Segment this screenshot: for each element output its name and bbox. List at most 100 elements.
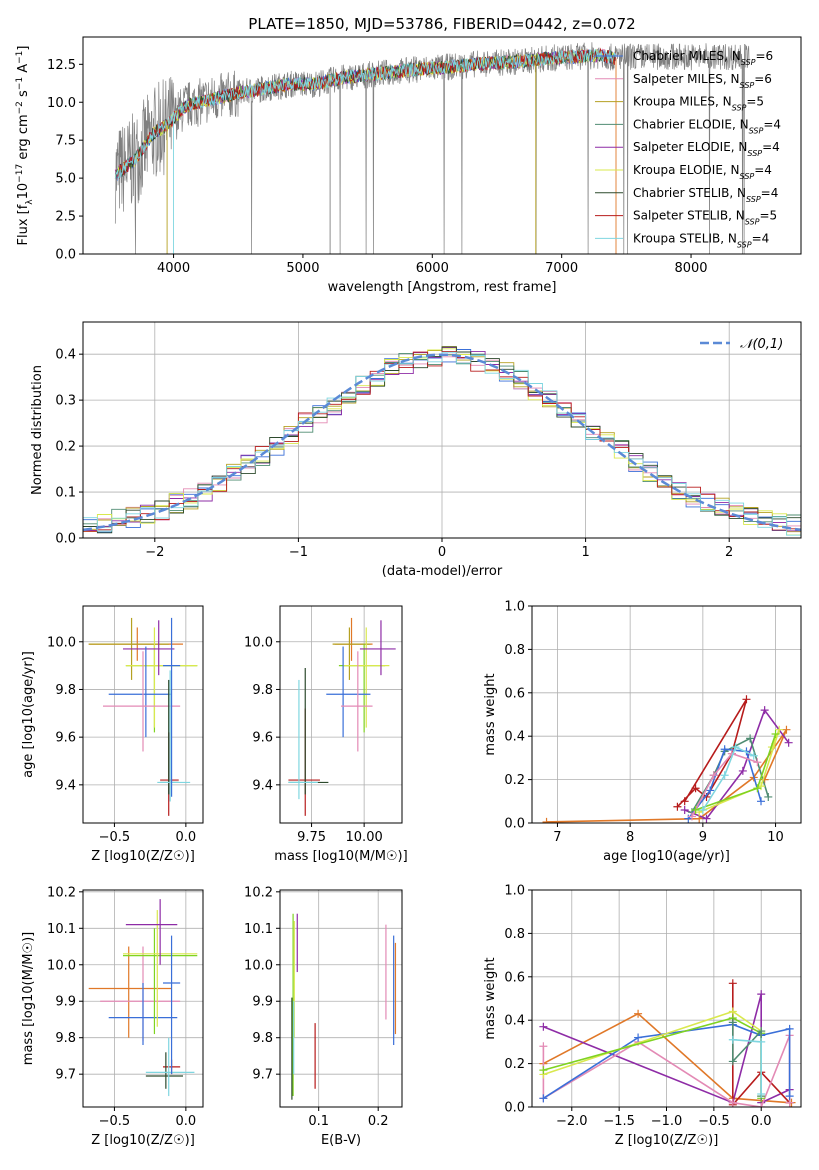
legend-label-part: =5	[759, 209, 777, 223]
y-tick-label: 12.5	[47, 58, 76, 73]
mass-weight-marker	[728, 979, 737, 988]
y-tick-label: 7.5	[55, 134, 76, 149]
x-tick-label: 2	[725, 545, 733, 560]
mass-weight-marker	[702, 814, 711, 823]
mass-weight-marker	[728, 1035, 737, 1044]
error-bars	[291, 913, 397, 1100]
y-tick-label: 0.2	[504, 773, 525, 788]
x-tick-label: 10	[767, 830, 784, 845]
legend-label-part: Salpeter MILES, N	[633, 72, 740, 86]
x-tick-label: 0.2	[368, 1114, 389, 1129]
spectrum-panel: 4000 5000 6000 7000 8000 0.0 2.5 5.0 7.5 10.0 12.5…	[15, 15, 802, 295]
y-tick-label: 10.0	[47, 96, 76, 111]
mass-weight-marker	[728, 1018, 737, 1027]
x-axis-label: mass [log10(M/M☉)]	[274, 849, 407, 864]
y-tick-label: 0.4	[55, 348, 76, 363]
mass-weight-marker	[709, 771, 718, 780]
x-tick-label: 6000	[416, 261, 449, 276]
y-tick-label: 9.8	[252, 1031, 273, 1046]
x-axis-label: Z [log10(Z/Z☉)]	[615, 1133, 719, 1148]
mass-weight-marker	[760, 706, 769, 715]
y-tick-label: 0.4	[504, 1014, 525, 1029]
x-tick-label: −0.5	[698, 1114, 730, 1129]
y-tick-label: 10.1	[244, 922, 273, 937]
mass-vs-EBV-panel: 0.1 0.2 9.7 9.8 9.9 10.0 10.1 10.2 E(B-V)	[244, 885, 403, 1148]
plot-frame	[82, 36, 802, 255]
mass-weight-marker	[691, 805, 700, 814]
y-tick-label: 10.1	[47, 922, 76, 937]
y-tick-label: 0.2	[504, 1057, 525, 1072]
normal-distribution-curve	[83, 353, 801, 532]
y-tick-label: 9.9	[252, 995, 273, 1010]
observed-spectrum-line	[114, 42, 750, 254]
legend-label-part: SSP	[746, 194, 761, 203]
x-tick-label: 9.75	[297, 830, 326, 845]
mass-weight-marker	[731, 743, 740, 752]
legend-label: Salpeter ELODIE, NSSP=4	[633, 140, 780, 158]
legend-label-part: SSP	[747, 149, 762, 158]
y-tick-label: 5.0	[55, 172, 76, 187]
x-tick-label: −1.0	[651, 1114, 683, 1129]
x-axis-label: Z [log10(Z/Z☉)]	[91, 849, 195, 864]
x-tick-label: 0.0	[176, 830, 197, 845]
legend-label-part: Chabrier ELODIE, N	[633, 117, 749, 131]
x-tick-label: 0.0	[176, 1114, 197, 1129]
weight-vs-Z-panel: −2.0 −1.5 −1.0 −0.5 0.0 0.0 0.2 0.4 0.6 0.8 1.0 Z […	[483, 884, 802, 1148]
y-tick-label: 9.6	[252, 731, 273, 746]
mass-weight-marker	[753, 784, 762, 793]
mass-weight-marker	[720, 771, 729, 780]
x-tick-label: 9	[699, 830, 707, 845]
x-tick-label: 8	[626, 830, 634, 845]
y-tick-label: 2.5	[55, 210, 76, 225]
mass-weight-marker	[728, 1098, 737, 1107]
mass-weight-marker	[691, 784, 700, 793]
y-tick-label: 0.2	[55, 440, 76, 455]
y-tick-label: 9.8	[55, 683, 76, 698]
y-tick-label: 9.8	[55, 1031, 76, 1046]
mass-weight-marker	[539, 1066, 548, 1075]
x-tick-label: −1.5	[603, 1114, 635, 1129]
legend-label-part: Kroupa ELODIE, N	[633, 163, 740, 177]
y-axis-label: age [log10(age/yr)]	[21, 651, 36, 778]
y-axis-label-part: 10	[16, 183, 31, 200]
y-axis-label-part: −1	[15, 77, 25, 90]
mass-weight-marker	[782, 725, 791, 734]
legend-label-part: SSP	[740, 172, 755, 181]
y-tick-label: 0.4	[504, 730, 525, 745]
legend-label-part: Chabrier STELIB, N	[633, 186, 746, 200]
plot-frame	[279, 605, 403, 824]
mass-weight-marker	[728, 1057, 737, 1066]
y-axis-label: Normed distribution	[30, 365, 45, 495]
mass-weight-marker	[771, 730, 780, 739]
x-tick-label: 7	[553, 830, 561, 845]
y-tick-label: 10.2	[47, 885, 76, 900]
y-tick-label: 1.0	[504, 600, 525, 615]
x-tick-label: 5000	[286, 261, 319, 276]
mass-weight-marker	[539, 1022, 548, 1031]
x-tick-label: 10.00	[346, 830, 383, 845]
mass-weight-marker	[753, 758, 762, 767]
mass-weight-marker	[634, 1033, 643, 1042]
mass-weight-marker	[539, 1042, 548, 1051]
mass-weight-marker	[757, 990, 766, 999]
y-tick-label: 10.0	[244, 958, 273, 973]
x-tick-label: 0	[438, 545, 446, 560]
chart-title: PLATE=1850, MJD=53786, FIBERID=0442, z=0…	[248, 15, 635, 33]
y-axis-label: Flux [fλ10−17 erg cm−2 s−1 A−1]	[15, 46, 35, 246]
mass-weight-marker	[673, 802, 682, 811]
mass-weight-marker	[680, 797, 689, 806]
plot-frame	[279, 889, 403, 1108]
y-axis-label-part: erg cm	[16, 114, 31, 163]
x-tick-label: 8000	[674, 261, 707, 276]
y-tick-label: 10.0	[47, 958, 76, 973]
mass-weight-line	[702, 745, 755, 811]
mass-weight-marker	[757, 1103, 766, 1107]
legend-label-part: =4	[754, 163, 772, 177]
mass-weight-marker	[757, 1027, 766, 1036]
weight-lines	[542, 695, 793, 823]
y-axis-label: mass weight	[483, 957, 498, 1039]
x-tick-label: −1	[289, 545, 308, 560]
y-tick-label: 0.6	[504, 686, 525, 701]
mass-vs-Z-panel: −0.5 0.0 9.7 9.8 9.9 10.0 10.1 10.2 Z [log10(Z/Z…	[21, 885, 204, 1148]
legend-label-part: =6	[754, 72, 772, 86]
